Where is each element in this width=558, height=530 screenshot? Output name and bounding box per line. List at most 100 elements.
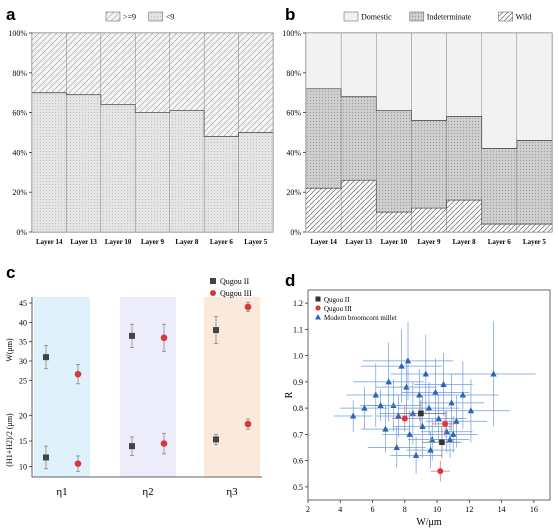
x-tick-label: 16 [530,505,538,514]
y-tick-label: 10 [19,463,27,472]
chart-d-scatter: 2 4 6 8 10 12 14 16 0.5 0.6 0.7 0.8 0.9 1.0 1.1 1.2 W/μm… [284,289,551,528]
bar-segment [305,88,342,189]
legend-marker [315,296,321,302]
legend-label: Indeterminate [427,13,472,22]
bar-segment [238,132,274,233]
data-point [244,303,252,311]
bar-segment [376,32,412,111]
y-tick-label: 60% [12,109,27,118]
data-point [450,430,457,437]
y-tick-label: 35 [19,338,27,347]
plot-frame [307,289,551,501]
bar-segment [446,199,482,233]
y-tick-label: 0.6 [293,457,303,466]
chart-b-stacked-bar: 0% 20% 40% 60% 80% 100% Layer 14 Layer 13 Layer … [282,11,553,246]
x-tick-label: 2 [306,505,310,514]
x-tick-label: 10 [433,505,441,514]
stack-boundary-line [32,92,273,137]
bar-segment [135,112,170,233]
category-label: Layer 9 [417,238,441,246]
panel-c-label: c [6,263,15,282]
panel-b-label: b [285,5,295,24]
data-point [435,415,442,422]
legend-label: Qugou II [324,296,350,304]
group-band [34,297,90,477]
data-point [74,370,82,378]
data-point [160,440,168,447]
bar-segment [135,32,170,113]
y-tick-label: 0% [290,228,301,237]
bar-segment [516,140,553,225]
data-point [448,399,455,406]
bar-segment [169,110,205,233]
data-point [361,404,368,411]
y-tick-label: 15 [19,437,27,446]
bar-segment [66,32,102,95]
chart-a-stacked-bar: 0% 20% 40% 60% 80% 100% Layer 14 Layer 13 Layer … [8,11,274,246]
category-label: Layer 14 [36,238,63,246]
data-point [129,332,135,339]
x-tick-label: 4 [338,505,342,514]
data-point [416,391,423,398]
y-tick-label: 40% [12,148,27,157]
category-label: Layer 5 [244,238,268,246]
data-point [422,370,429,377]
data-point [390,402,397,408]
x-tick-label: 6 [371,505,375,514]
y-tick-label: 60% [286,109,301,118]
panel-d-label: d [285,271,295,290]
y-tick-label: 80% [12,69,27,78]
y-tick-label: 20 [19,411,27,420]
legend-label: >=9 [123,13,136,22]
category-label: Layer 10 [105,238,132,246]
y-tick-label: 0.8 [293,404,303,413]
legend-label: Qugou III [220,289,252,298]
x-axis-label: W/μm [416,517,442,528]
data-point [393,444,400,450]
legend-swatch [343,11,359,22]
data-point [404,357,412,364]
data-point [213,327,219,334]
legend-marker [210,290,216,296]
data-point [74,460,82,467]
category-label: Layer 8 [175,238,199,246]
y-tick-label: 20% [12,188,27,197]
y-tick-label: 80% [286,69,301,78]
bar-segment [340,180,377,233]
bar-segment [376,110,412,213]
category-label: Layer 9 [141,238,165,246]
data-point [213,436,219,443]
bar-segment [169,32,205,111]
y-tick-label: 40% [286,148,301,157]
bar-segment [481,148,518,225]
bar-segment [203,136,239,233]
data-point [418,410,424,417]
y-tick-label: 100% [8,29,27,38]
bar-segment [305,188,342,233]
bar-segment [31,32,67,93]
data-point [427,446,434,453]
bar-segment [31,92,67,233]
bar-segment [411,120,447,209]
y-tick-label: 45 [19,299,27,308]
legend-label: Wild [516,13,532,22]
y-tick-label: 40 [19,318,27,327]
y-tick-label: 100% [282,29,301,38]
data-point [160,334,168,342]
data-point [437,468,444,475]
category-label: Layer 6 [488,238,512,246]
data-point [244,420,252,428]
bar-segment [411,207,447,233]
legend-swatch [148,11,164,22]
data-point [372,391,379,398]
data-point [425,404,433,411]
y-tick-label: 20% [286,188,301,197]
legend-marker [210,278,216,284]
bar-segment [66,94,102,233]
data-point [385,378,392,385]
bar-segment [411,32,447,121]
legend-swatch [105,11,121,22]
data-point [406,430,413,437]
data-point [43,354,49,361]
group-label: η2 [142,486,153,498]
